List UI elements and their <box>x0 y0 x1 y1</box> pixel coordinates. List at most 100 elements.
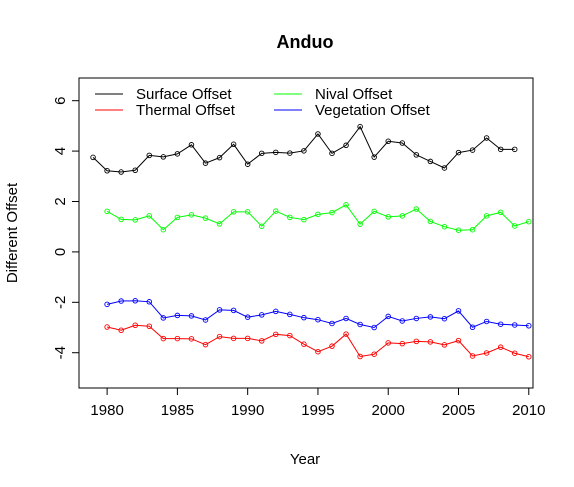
vegetation-offset-point <box>301 314 307 321</box>
vegetation-offset-point <box>483 318 490 325</box>
vegetation-offset-point <box>329 320 335 327</box>
thermal-offset-point <box>483 350 490 356</box>
thermal-offset-point <box>146 323 153 330</box>
nival-offset-point <box>497 209 504 216</box>
vegetation-offset-point <box>427 314 434 320</box>
vegetation-offset-point <box>287 311 293 318</box>
thermal-offset-point <box>244 335 251 342</box>
vegetation-offset-point <box>132 298 138 304</box>
surface-offset-point <box>427 158 434 165</box>
surface-offset-point <box>188 142 195 148</box>
thermal-offset-point <box>315 348 321 355</box>
surface-offset-point <box>258 150 265 157</box>
legend: Surface Offset Nival Offset Thermal Offset… <box>95 86 431 119</box>
thermal-offset-point <box>230 335 237 342</box>
surface-offset-point <box>469 147 476 153</box>
y-tick-label: -4 <box>52 346 69 359</box>
vegetation-offset-point <box>244 314 251 320</box>
vegetation-offset-point <box>455 308 462 314</box>
surface-offset-point <box>357 123 363 130</box>
x-tick-label: 1990 <box>231 402 264 419</box>
thermal-offset-point <box>273 331 279 338</box>
nival-offset-point <box>132 217 138 223</box>
surface-offset-point <box>343 142 349 149</box>
surface-offset-point <box>301 148 307 154</box>
vegetation-offset-point <box>230 307 237 314</box>
nival-offset-point <box>118 216 124 223</box>
plot-frame <box>78 77 534 389</box>
surface-offset-point <box>483 135 490 141</box>
legend-label-vegetation-offset: Vegetation Offset <box>315 102 431 119</box>
nival-offset-point <box>455 227 462 233</box>
nival-offset-point <box>511 223 518 229</box>
thermal-offset-point <box>174 335 181 342</box>
vegetation-offset-point <box>357 321 363 328</box>
vegetation-offset-line <box>106 300 529 329</box>
surface-offset-point <box>511 146 518 153</box>
surface-offset-line <box>92 125 515 173</box>
thermal-offset-point <box>427 339 434 345</box>
nival-offset-point <box>329 209 335 216</box>
thermal-offset-point <box>497 344 504 350</box>
thermal-offset-point <box>301 341 307 347</box>
surface-offset-point <box>202 160 209 166</box>
surface-offset-point <box>104 167 110 174</box>
vegetation-offset-point <box>188 313 195 319</box>
vegetation-offset-point <box>216 307 223 313</box>
thermal-offset-series <box>104 322 532 360</box>
thermal-offset-point <box>526 353 532 360</box>
chart-title: Anduo <box>277 32 334 52</box>
surface-offset-point <box>455 149 462 156</box>
thermal-offset-point <box>287 332 293 339</box>
thermal-offset-point <box>385 340 391 346</box>
nival-offset-point <box>399 213 406 219</box>
thermal-offset-point <box>371 351 377 357</box>
surface-offset-point <box>146 152 153 159</box>
surface-offset-point <box>385 138 391 145</box>
surface-offset-point <box>174 151 181 157</box>
vegetation-offset-point <box>413 315 420 322</box>
surface-offset-point <box>216 154 223 161</box>
x-tick-label: 1995 <box>301 402 334 419</box>
thermal-offset-point <box>188 336 195 342</box>
axes: 1980 1985 1990 1995 2000 2005 2010 -4 -2 0 2 4 6 <box>52 97 545 419</box>
vegetation-offset-point <box>497 321 504 327</box>
vegetation-offset-point <box>258 312 265 318</box>
nival-offset-point <box>202 215 209 221</box>
nival-offset-point <box>441 223 448 230</box>
thermal-offset-point <box>455 337 462 344</box>
surface-offset-series <box>90 123 518 175</box>
thermal-offset-point <box>118 327 124 334</box>
legend-label-surface-offset: Surface Offset <box>136 86 232 103</box>
vegetation-offset-series <box>104 298 532 331</box>
nival-offset-point <box>188 212 195 218</box>
surface-offset-point <box>399 140 406 146</box>
thermal-offset-point <box>469 353 476 359</box>
thermal-offset-point <box>357 353 363 360</box>
nival-offset-point <box>146 213 153 219</box>
y-tick-label: -2 <box>52 296 69 309</box>
surface-offset-point <box>371 154 377 160</box>
nival-offset-point <box>371 208 377 215</box>
thermal-offset-point <box>399 340 406 347</box>
y-tick-label: 4 <box>52 147 69 155</box>
y-tick-label: 2 <box>52 197 69 205</box>
surface-offset-point <box>413 152 420 158</box>
nival-offset-point <box>273 208 279 214</box>
thermal-offset-point <box>441 342 448 348</box>
nival-offset-point <box>287 214 293 221</box>
nival-offset-point <box>301 216 307 223</box>
nival-offset-point <box>427 218 434 225</box>
nival-offset-point <box>357 221 363 227</box>
y-axis-label: Different Offset <box>4 182 21 283</box>
nival-offset-point <box>469 226 476 233</box>
nival-offset-point <box>526 218 532 225</box>
surface-offset-point <box>315 131 321 137</box>
vegetation-offset-point <box>399 318 406 324</box>
thermal-offset-point <box>160 335 167 342</box>
x-axis-label: Year <box>290 451 320 468</box>
nival-offset-point <box>244 209 251 215</box>
vegetation-offset-point <box>146 299 153 305</box>
vegetation-offset-point <box>315 316 321 323</box>
